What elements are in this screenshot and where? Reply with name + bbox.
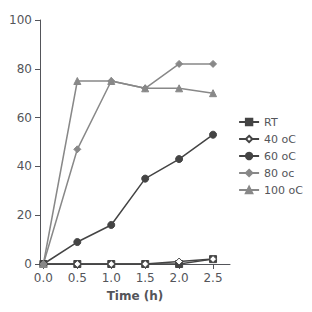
- svg-text:100: 100: [9, 13, 32, 27]
- svg-text:1.0: 1.0: [102, 271, 121, 285]
- svg-text:0.5: 0.5: [68, 271, 87, 285]
- svg-text:40 oC: 40 oC: [264, 133, 296, 146]
- svg-text:0.0: 0.0: [34, 271, 53, 285]
- svg-text:100 oC: 100 oC: [264, 184, 303, 197]
- svg-text:2.0: 2.0: [170, 271, 189, 285]
- svg-text:80 oc: 80 oc: [264, 167, 294, 180]
- svg-text:80: 80: [17, 62, 32, 76]
- svg-text:RT: RT: [264, 116, 278, 129]
- svg-text:1.5: 1.5: [136, 271, 155, 285]
- svg-text:2.5: 2.5: [203, 271, 222, 285]
- svg-text:60: 60: [17, 111, 32, 125]
- svg-text:20: 20: [17, 208, 32, 222]
- svg-text:40: 40: [17, 159, 32, 173]
- svg-text:60 oC: 60 oC: [264, 150, 296, 163]
- svg-text:0: 0: [24, 257, 32, 271]
- svg-text:Time (h): Time (h): [107, 289, 164, 303]
